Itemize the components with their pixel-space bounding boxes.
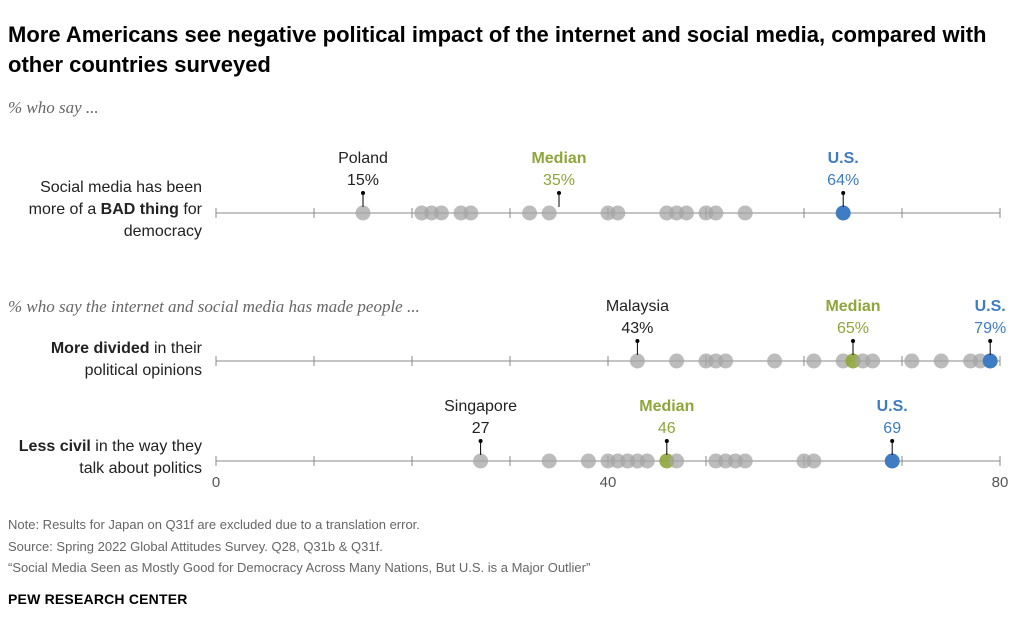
callout-name: Median xyxy=(825,298,880,315)
row-label-less-civil: Less civil in the way they talk about po… xyxy=(10,436,202,480)
callout-value: 65% xyxy=(837,320,869,337)
data-point xyxy=(522,205,538,221)
footer-report: “Social Media Seen as Mostly Good for De… xyxy=(8,560,591,575)
callout-dot xyxy=(635,339,640,343)
x-tick-label: 40 xyxy=(600,474,617,491)
data-point xyxy=(933,353,949,369)
callout-dot xyxy=(988,339,993,343)
data-point xyxy=(473,453,489,469)
callout-dot xyxy=(361,191,365,195)
data-point xyxy=(463,205,479,221)
callout-value: 35% xyxy=(543,172,575,189)
data-point xyxy=(669,353,685,369)
callout-name: Malaysia xyxy=(606,298,669,315)
row-label-bold: Less civil xyxy=(18,438,91,455)
callout-value: 43% xyxy=(621,320,653,337)
callout-name: U.S. xyxy=(877,398,908,415)
data-point xyxy=(669,453,685,469)
footer-note: Note: Results for Japan on Q31f are excl… xyxy=(8,517,420,532)
brand-logo-text: PEW RESEARCH CENTER xyxy=(8,591,188,607)
data-point xyxy=(610,205,626,221)
callout-name: Median xyxy=(639,398,694,415)
x-tick-label: 80 xyxy=(992,474,1009,491)
callout-dot xyxy=(851,339,855,343)
row-label-bold: More divided xyxy=(50,340,150,357)
data-point xyxy=(433,205,449,221)
data-point xyxy=(767,353,783,369)
row-label-pre: Social media has been more of a xyxy=(28,179,202,218)
footer-source: Source: Spring 2022 Global Attitudes Sur… xyxy=(8,539,383,554)
data-point xyxy=(629,353,645,369)
callout-name: Poland xyxy=(338,150,388,167)
row-label-post: in the way they talk about politics xyxy=(79,438,202,477)
callout-value: 79% xyxy=(974,320,1006,337)
x-tick-label: 0 xyxy=(212,474,220,491)
callout-dot xyxy=(841,191,846,195)
data-point xyxy=(355,205,371,221)
callout-name: U.S. xyxy=(828,150,859,167)
data-point xyxy=(884,453,900,469)
data-point xyxy=(806,353,822,369)
callout-value: 64% xyxy=(827,172,859,189)
row-label-post: in their political opinions xyxy=(84,340,202,379)
callout-dot xyxy=(478,439,483,443)
callout-name: Median xyxy=(531,150,586,167)
data-point xyxy=(982,353,998,369)
data-point xyxy=(718,353,734,369)
data-point xyxy=(904,353,920,369)
callout-value: 15% xyxy=(347,172,379,189)
row-label-bold: BAD thing xyxy=(100,201,179,218)
data-point xyxy=(806,453,822,469)
data-point xyxy=(678,205,694,221)
data-point xyxy=(708,205,724,221)
data-point xyxy=(737,453,753,469)
data-point xyxy=(865,353,881,369)
chart-subtitle: % who say ... xyxy=(8,98,99,117)
row-label-more-divided: More divided in their political opinions xyxy=(10,338,202,382)
callout-value: 27 xyxy=(472,420,490,437)
callout-dot xyxy=(664,439,669,443)
row-label-bad-thing: Social media has been more of a BAD thin… xyxy=(10,177,202,243)
data-point xyxy=(541,453,557,469)
data-point xyxy=(835,205,851,221)
callout-dot xyxy=(557,191,561,195)
row-label-post: for democracy xyxy=(123,201,202,240)
callout-dot xyxy=(890,439,895,443)
data-point xyxy=(541,205,557,221)
section-subtitle: % who say the internet and social media … xyxy=(8,297,420,316)
callout-value: 46 xyxy=(658,420,676,437)
data-point xyxy=(737,205,753,221)
callout-value: 69 xyxy=(883,420,901,437)
data-point xyxy=(580,453,596,469)
data-point xyxy=(639,453,655,469)
callout-name: Singapore xyxy=(444,398,517,415)
chart-title: More Americans see negative political im… xyxy=(8,22,987,77)
callout-name: U.S. xyxy=(975,298,1006,315)
